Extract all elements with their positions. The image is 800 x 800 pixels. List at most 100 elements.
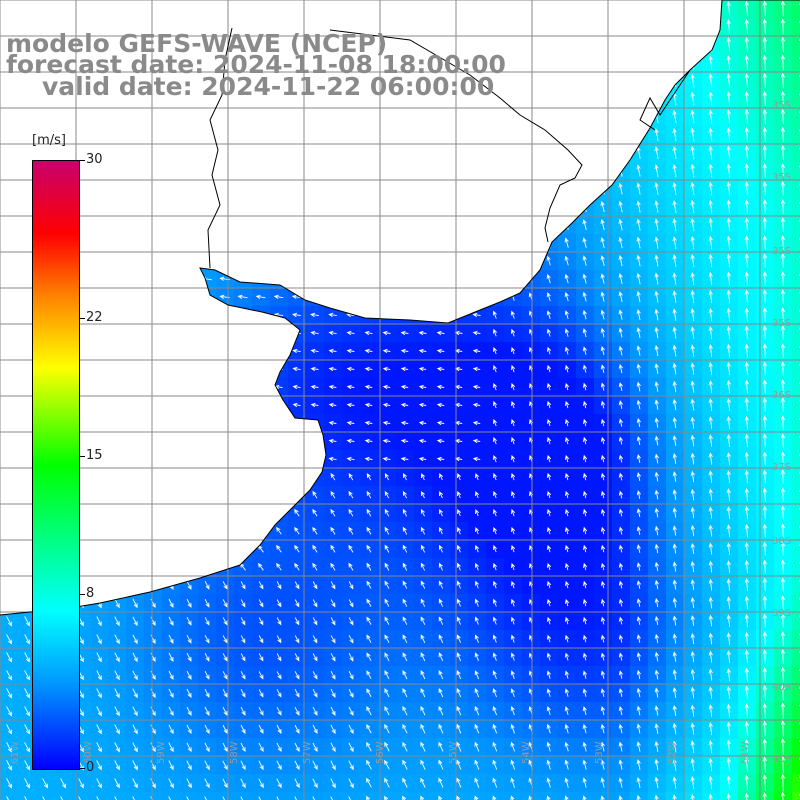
colorbar-tick-label: 22 <box>86 309 103 325</box>
speed-cell <box>72 126 91 145</box>
speed-cell <box>414 0 433 19</box>
wind-arrow <box>382 366 391 372</box>
wind-arrow <box>744 595 749 610</box>
wind-arrow <box>582 110 587 123</box>
speed-cell <box>558 54 577 73</box>
wind-arrow <box>273 168 285 173</box>
wind-arrow <box>221 490 229 499</box>
speed-cell <box>378 162 397 181</box>
speed-cell <box>576 792 595 800</box>
wind-arrow <box>434 114 447 119</box>
speed-cell <box>576 54 595 73</box>
wind-arrow <box>381 204 392 209</box>
wind-arrow <box>363 222 374 227</box>
wind-arrow <box>546 616 552 625</box>
wind-arrow <box>600 74 605 87</box>
speed-cell <box>558 72 577 91</box>
speed-cell <box>270 180 289 199</box>
speed-cell <box>414 144 433 163</box>
wind-arrow <box>366 688 372 698</box>
wind-arrow <box>780 271 785 286</box>
wind-arrow <box>475 509 480 517</box>
wind-arrow <box>240 635 246 644</box>
wind-arrow <box>708 524 713 537</box>
speed-cell <box>270 414 289 433</box>
wind-arrow <box>618 490 624 499</box>
wind-arrow <box>167 472 175 481</box>
wind-arrow <box>2 132 15 137</box>
wind-arrow <box>24 652 30 663</box>
wind-arrow <box>274 438 283 444</box>
wind-arrow <box>183 438 194 443</box>
speed-cell <box>378 198 397 217</box>
wind-arrow <box>398 132 411 137</box>
wind-arrow <box>492 237 498 248</box>
wind-arrow <box>780 361 785 376</box>
wind-arrow <box>308 132 321 137</box>
wind-arrow <box>294 724 300 734</box>
wind-arrow <box>185 490 193 499</box>
wind-arrow <box>546 652 552 661</box>
wind-arrow <box>762 397 767 412</box>
wind-arrow <box>114 760 120 771</box>
speed-cell <box>450 234 469 253</box>
speed-cell <box>630 18 649 37</box>
wind-arrow <box>600 741 605 752</box>
wind-arrow <box>257 526 264 535</box>
wind-arrow <box>417 258 428 263</box>
colorbar-tick-label: 0 <box>86 760 95 775</box>
wind-arrow <box>690 380 695 393</box>
wind-arrow <box>327 240 338 245</box>
wind-arrow <box>780 144 785 161</box>
speed-cell <box>342 108 361 127</box>
speed-cell <box>576 108 595 127</box>
wind-arrow <box>204 617 210 626</box>
wind-arrow <box>492 795 498 800</box>
wind-arrow <box>254 204 267 209</box>
wind-arrow <box>510 705 515 716</box>
wind-arrow <box>708 55 713 70</box>
wind-arrow <box>600 490 606 499</box>
wind-arrow <box>582 759 587 770</box>
wind-arrow <box>726 433 731 448</box>
wind-arrow <box>114 652 120 663</box>
wind-arrow <box>363 258 374 263</box>
speed-cell <box>792 450 800 469</box>
wind-arrow <box>708 271 713 286</box>
wind-arrow <box>291 294 302 299</box>
wind-arrow <box>147 402 158 407</box>
wind-arrow <box>274 402 283 408</box>
wind-arrow <box>421 473 425 481</box>
wind-arrow <box>690 217 695 232</box>
wind-arrow <box>744 253 749 268</box>
wind-arrow <box>546 255 551 266</box>
wind-arrow <box>510 111 516 122</box>
wind-arrow <box>292 312 301 318</box>
wind-arrow <box>654 272 659 285</box>
wind-arrow <box>600 346 605 356</box>
speed-cell <box>630 0 649 19</box>
wind-arrow <box>471 150 482 155</box>
wind-arrow <box>366 777 372 788</box>
speed-cell <box>234 234 253 253</box>
wind-arrow <box>618 146 623 159</box>
wind-arrow <box>256 384 265 390</box>
wind-arrow <box>582 652 588 661</box>
speed-cell <box>162 324 181 343</box>
wind-arrow <box>183 456 194 461</box>
wind-arrow <box>582 56 587 69</box>
wind-arrow <box>510 3 516 15</box>
wind-arrow <box>186 634 192 644</box>
wind-arrow <box>186 616 192 626</box>
wind-arrow <box>600 562 606 571</box>
speed-cell <box>180 198 199 217</box>
wind-arrow <box>780 18 785 35</box>
speed-cell <box>792 702 800 721</box>
wind-arrow <box>24 760 30 771</box>
wind-arrow <box>474 741 480 752</box>
wind-arrow <box>328 348 337 354</box>
speed-cell <box>486 144 505 163</box>
wind-arrow <box>636 381 641 392</box>
wind-arrow <box>493 436 498 445</box>
